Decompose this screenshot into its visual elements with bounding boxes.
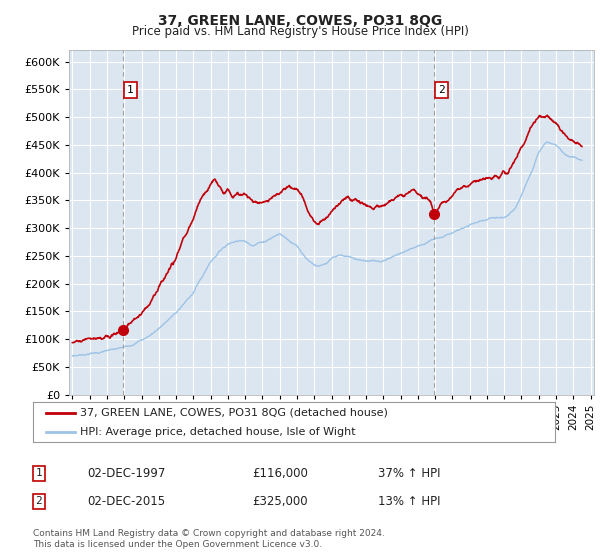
Text: 37, GREEN LANE, COWES, PO31 8QG: 37, GREEN LANE, COWES, PO31 8QG [158,14,442,28]
Text: Contains HM Land Registry data © Crown copyright and database right 2024.
This d: Contains HM Land Registry data © Crown c… [33,529,385,549]
Text: 2: 2 [438,85,445,95]
Text: 13% ↑ HPI: 13% ↑ HPI [378,494,440,508]
Text: 37, GREEN LANE, COWES, PO31 8QG (detached house): 37, GREEN LANE, COWES, PO31 8QG (detache… [80,408,388,418]
Text: 1: 1 [127,85,134,95]
Text: 1: 1 [35,468,43,478]
Text: HPI: Average price, detached house, Isle of Wight: HPI: Average price, detached house, Isle… [80,427,356,436]
Text: 2: 2 [35,496,43,506]
Text: £325,000: £325,000 [252,494,308,508]
Text: 02-DEC-1997: 02-DEC-1997 [87,466,166,480]
Text: £116,000: £116,000 [252,466,308,480]
Text: Price paid vs. HM Land Registry's House Price Index (HPI): Price paid vs. HM Land Registry's House … [131,25,469,38]
Text: 02-DEC-2015: 02-DEC-2015 [87,494,165,508]
Text: 37% ↑ HPI: 37% ↑ HPI [378,466,440,480]
